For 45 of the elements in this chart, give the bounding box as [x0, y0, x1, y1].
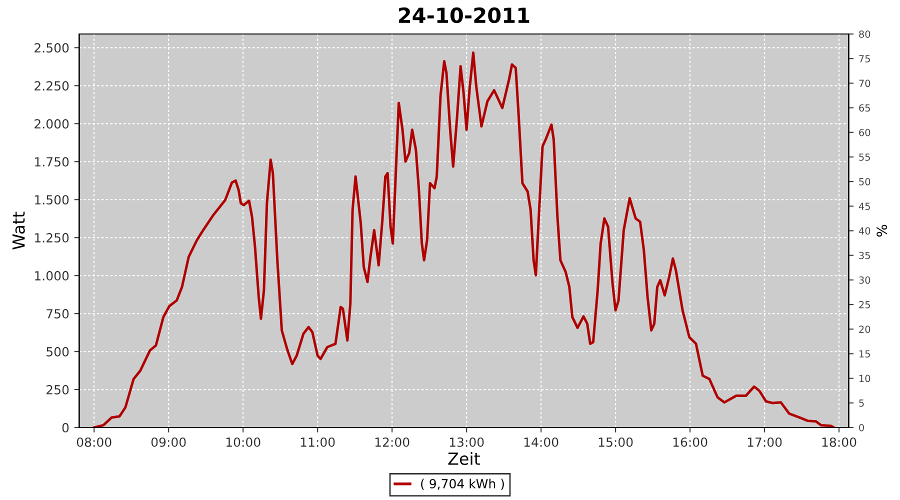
y-tick-label: 2.250 [34, 81, 69, 91]
y-tick-label: 500 [46, 347, 69, 356]
x-tick-label: 17:00 [748, 437, 782, 447]
y-tick-label: 750 [46, 309, 69, 318]
y2-tick-label: 50 [859, 178, 870, 186]
y2-tick-label: 55 [859, 154, 870, 161]
y-tick-label: 1.000 [35, 271, 69, 280]
y-tick-label: 1.250 [35, 233, 69, 243]
y2-tick-label: 35 [859, 252, 870, 260]
y2-tick-label: 0 [859, 424, 864, 432]
y2-tick-label: 25 [859, 301, 870, 308]
y-tick-label: 1.500 [35, 195, 69, 205]
y2-tick-label: 80 [859, 30, 870, 38]
y2-tick-label: 5 [859, 400, 864, 407]
y2-tick-label: 65 [859, 104, 870, 112]
x-tick-label: 14:00 [524, 437, 558, 447]
chart-title: 24-10-2011 [398, 7, 530, 24]
y2-tick-label: 15 [859, 350, 870, 358]
y2-tick-label: 20 [859, 326, 870, 333]
x-tick-label: 09:00 [151, 437, 186, 447]
y2-tick-label: 10 [859, 374, 870, 382]
y-tick-label: 250 [46, 384, 69, 394]
y2-tick-label: 75 [859, 55, 870, 62]
x-tick-label: 15:00 [598, 437, 633, 447]
y-tick-label: 2.500 [34, 43, 69, 53]
x-axis-title: Zeit [448, 452, 480, 465]
y-tick-label: 0 [62, 422, 69, 432]
y2-tick-label: 40 [858, 227, 870, 235]
y-tick-label: 2.000 [34, 119, 69, 129]
legend-label: ( 9,704 kWh ) [421, 478, 504, 490]
line-series [92, 51, 836, 428]
x-tick-label: 12:00 [375, 437, 410, 447]
x-tick-label: 08:00 [76, 437, 112, 447]
x-tick-label: 16:00 [673, 437, 708, 447]
x-tick-label: 10:00 [226, 437, 260, 447]
x-tick-label: 18:00 [822, 437, 856, 447]
x-tick-label: 11:00 [300, 437, 335, 447]
y2-tick-label: 70 [859, 80, 870, 88]
y-axis-title: Watt [12, 212, 25, 250]
x-tick-label: 13:00 [450, 437, 484, 447]
y2-axis-title: % [876, 224, 888, 237]
y2-tick-label: 45 [858, 202, 870, 210]
y2-tick-label: 60 [859, 128, 870, 136]
y-tick-label: 1.750 [35, 157, 69, 167]
y2-tick-label: 30 [859, 276, 870, 284]
